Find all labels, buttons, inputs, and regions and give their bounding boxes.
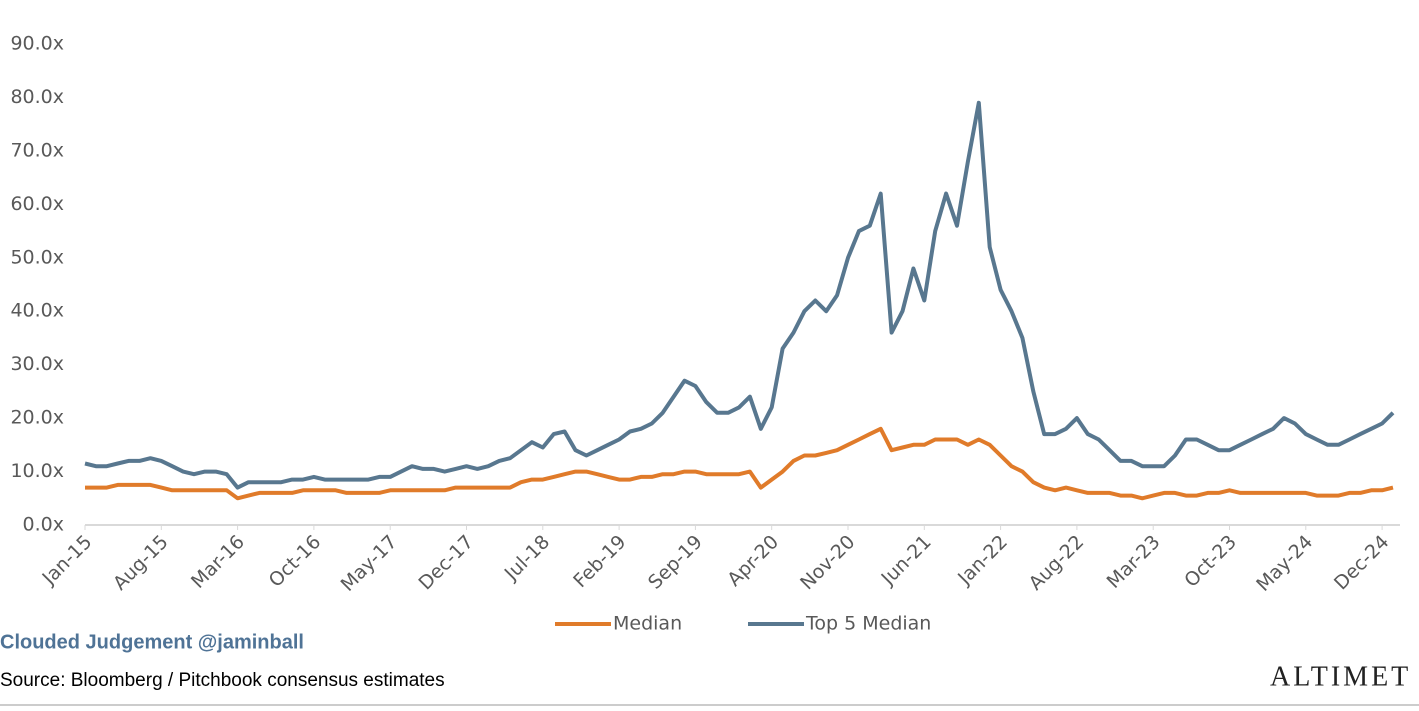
source: Source: Bloomberg / Pitchbook consensus … [0,670,445,691]
x-tick-label: Sep-19 [644,531,707,594]
y-tick-label: 30.0x [10,353,64,375]
x-tick-label: Mar-16 [187,531,249,593]
brand: Clouded Judgement @jaminball [0,631,304,653]
x-tick-label: Dec-24 [1330,531,1394,595]
x-tick-label: Nov-20 [796,531,859,594]
y-tick-label: 40.0x [10,300,64,322]
legend-label: Top 5 Median [805,613,931,635]
y-tick-label: 60.0x [10,193,64,215]
x-tick-label: Jul-18 [500,531,554,585]
x-tick-label: Apr-20 [723,531,783,591]
x-tick-label: Aug-22 [1025,531,1089,595]
y-tick-label: 80.0x [10,86,64,108]
x-tick-label: Jun-21 [877,531,936,590]
x-tick-label: Mar-23 [1103,531,1165,593]
legend-label: Median [613,613,682,635]
y-tick-label: 90.0x [10,33,64,55]
y-tick-label: 20.0x [10,407,64,429]
x-tick-label: Jan-22 [953,531,1012,590]
y-tick-label: 50.0x [10,246,64,268]
x-tick-label: Feb-19 [569,531,630,592]
y-tick-label: 10.0x [10,460,64,482]
y-tick-label: 70.0x [10,139,64,161]
series-line [85,426,1394,501]
y-tick-label: 0.0x [23,514,64,536]
series-line [84,100,1395,490]
x-tick-label: Jan-15 [38,531,97,590]
logo: ALTIMET [1270,661,1411,692]
x-tick-label: May-17 [337,531,402,596]
x-tick-label: Aug-15 [109,531,173,595]
x-tick-label: Oct-23 [1180,531,1241,592]
x-tick-label: May-24 [1252,531,1317,596]
x-tick-label: Dec-17 [414,531,478,595]
x-tick-label: Oct-16 [265,531,326,592]
